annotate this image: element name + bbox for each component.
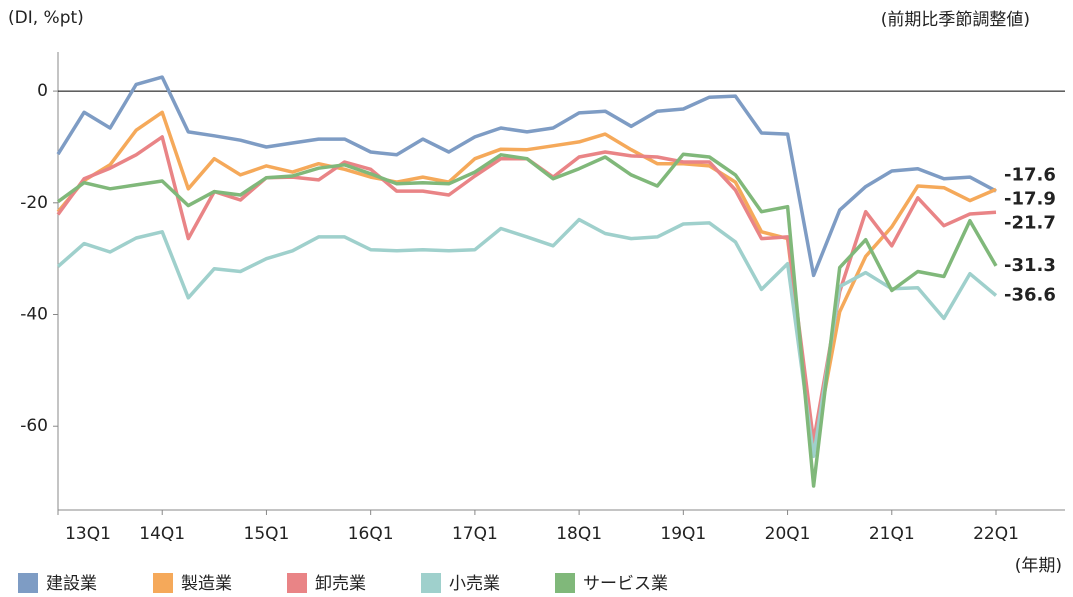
legend-label: 製造業 <box>181 574 232 594</box>
x-tick-label: 14Q1 <box>139 524 185 544</box>
end-label: -17.6 <box>1004 164 1056 185</box>
x-tick-label: 16Q1 <box>348 524 394 544</box>
y-tick-label: -40 <box>20 305 48 325</box>
end-label: -36.6 <box>1004 285 1056 306</box>
legend-swatch <box>153 573 173 593</box>
legend-swatch <box>421 573 441 593</box>
x-tick-label: 13Q1 <box>65 524 111 544</box>
series-line <box>56 110 997 454</box>
legend-label: 小売業 <box>449 574 500 594</box>
x-tick-label: 18Q1 <box>556 524 602 544</box>
series-line <box>56 152 998 488</box>
series-line <box>56 135 997 444</box>
legend-label: サービス業 <box>583 574 668 594</box>
legend-swatch <box>287 573 307 593</box>
x-tick-label: 15Q1 <box>244 524 290 544</box>
x-tick-label: 21Q1 <box>869 524 915 544</box>
end-label: -31.3 <box>1004 255 1056 276</box>
subtitle: (前期比季節調整値) <box>881 10 1030 30</box>
end-label: -17.9 <box>1004 188 1056 209</box>
y-tick-label: 0 <box>37 81 48 101</box>
x-tick-label: 17Q1 <box>452 524 498 544</box>
series-line <box>56 75 997 278</box>
y-axis-label: (DI, %pt) <box>8 8 84 28</box>
legend-label: 建設業 <box>46 574 97 594</box>
x-tick-label: 22Q1 <box>973 524 1019 544</box>
legend-swatch <box>18 573 38 593</box>
series-line <box>56 217 998 459</box>
end-label: -21.7 <box>1004 212 1056 233</box>
y-tick-label: -20 <box>20 193 48 213</box>
y-tick-label: -60 <box>20 416 48 436</box>
x-tick-label: 20Q1 <box>765 524 811 544</box>
legend-swatch <box>555 573 575 593</box>
legend-label: 卸売業 <box>315 574 366 594</box>
x-tick-label: 19Q1 <box>660 524 706 544</box>
x-axis-label: (年期) <box>1015 556 1062 576</box>
